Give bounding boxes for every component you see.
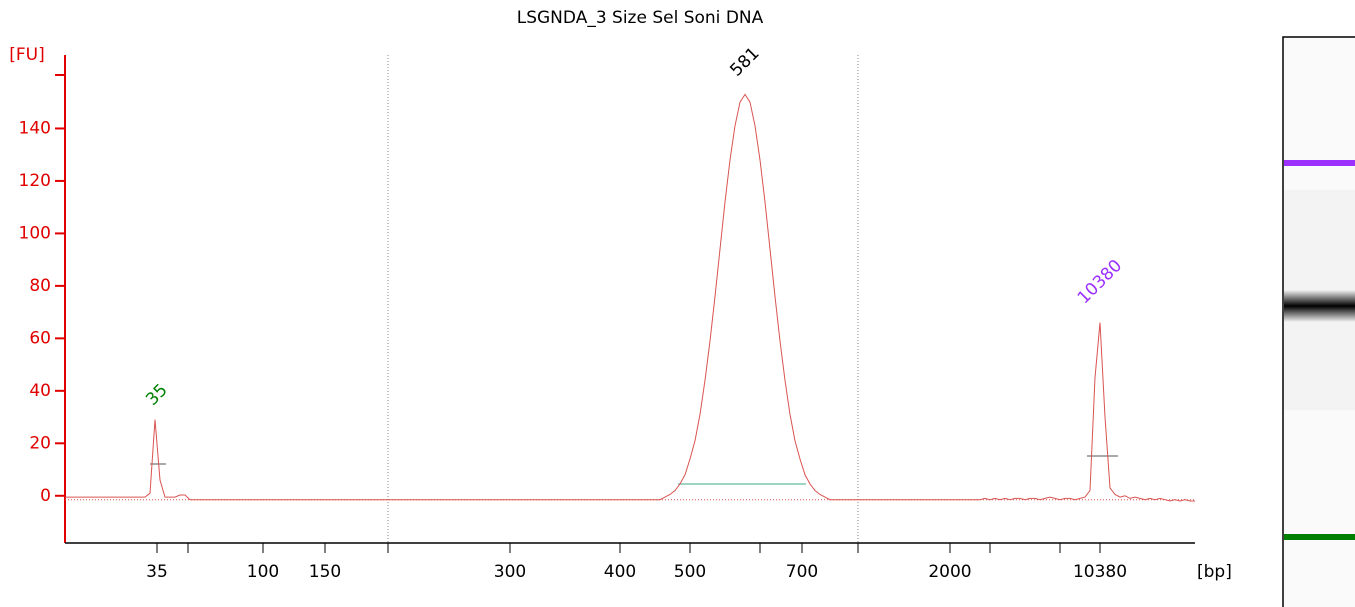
x-tick-label: 400 <box>604 562 636 582</box>
y-tick-label: 20 <box>29 433 51 453</box>
y-tick-label: 120 <box>19 171 51 191</box>
lower-marker-band <box>1284 534 1355 540</box>
peak-label: 581 <box>726 43 763 80</box>
x-axis-label: [bp] <box>1197 562 1232 582</box>
x-tick-label: 10380 <box>1073 562 1127 582</box>
y-axis-label: [FU] <box>9 45 45 65</box>
x-tick-label: 500 <box>674 562 706 582</box>
x-tick-label: 2000 <box>928 562 971 582</box>
sample-band <box>1284 290 1355 322</box>
x-tick-label: 100 <box>247 562 279 582</box>
y-tick-label: 0 <box>40 486 51 506</box>
x-tick-label: 300 <box>494 562 526 582</box>
upper-marker-band <box>1284 160 1355 166</box>
gel-lane <box>1282 36 1355 607</box>
x-tick-label: 35 <box>146 562 168 582</box>
y-tick-label: 100 <box>19 223 51 243</box>
trace <box>65 93 1195 502</box>
peak-label: 35 <box>142 380 171 409</box>
y-tick-label: 60 <box>29 328 51 348</box>
peak-label: 10380 <box>1074 256 1126 308</box>
x-tick-label: 700 <box>786 562 818 582</box>
y-tick-label: 140 <box>19 118 51 138</box>
chart-title: LSGNDA_3 Size Sel Soni DNA <box>517 8 764 28</box>
x-tick-label: 150 <box>309 562 341 582</box>
y-tick-label: 40 <box>29 381 51 401</box>
y-tick-label: 80 <box>29 276 51 296</box>
